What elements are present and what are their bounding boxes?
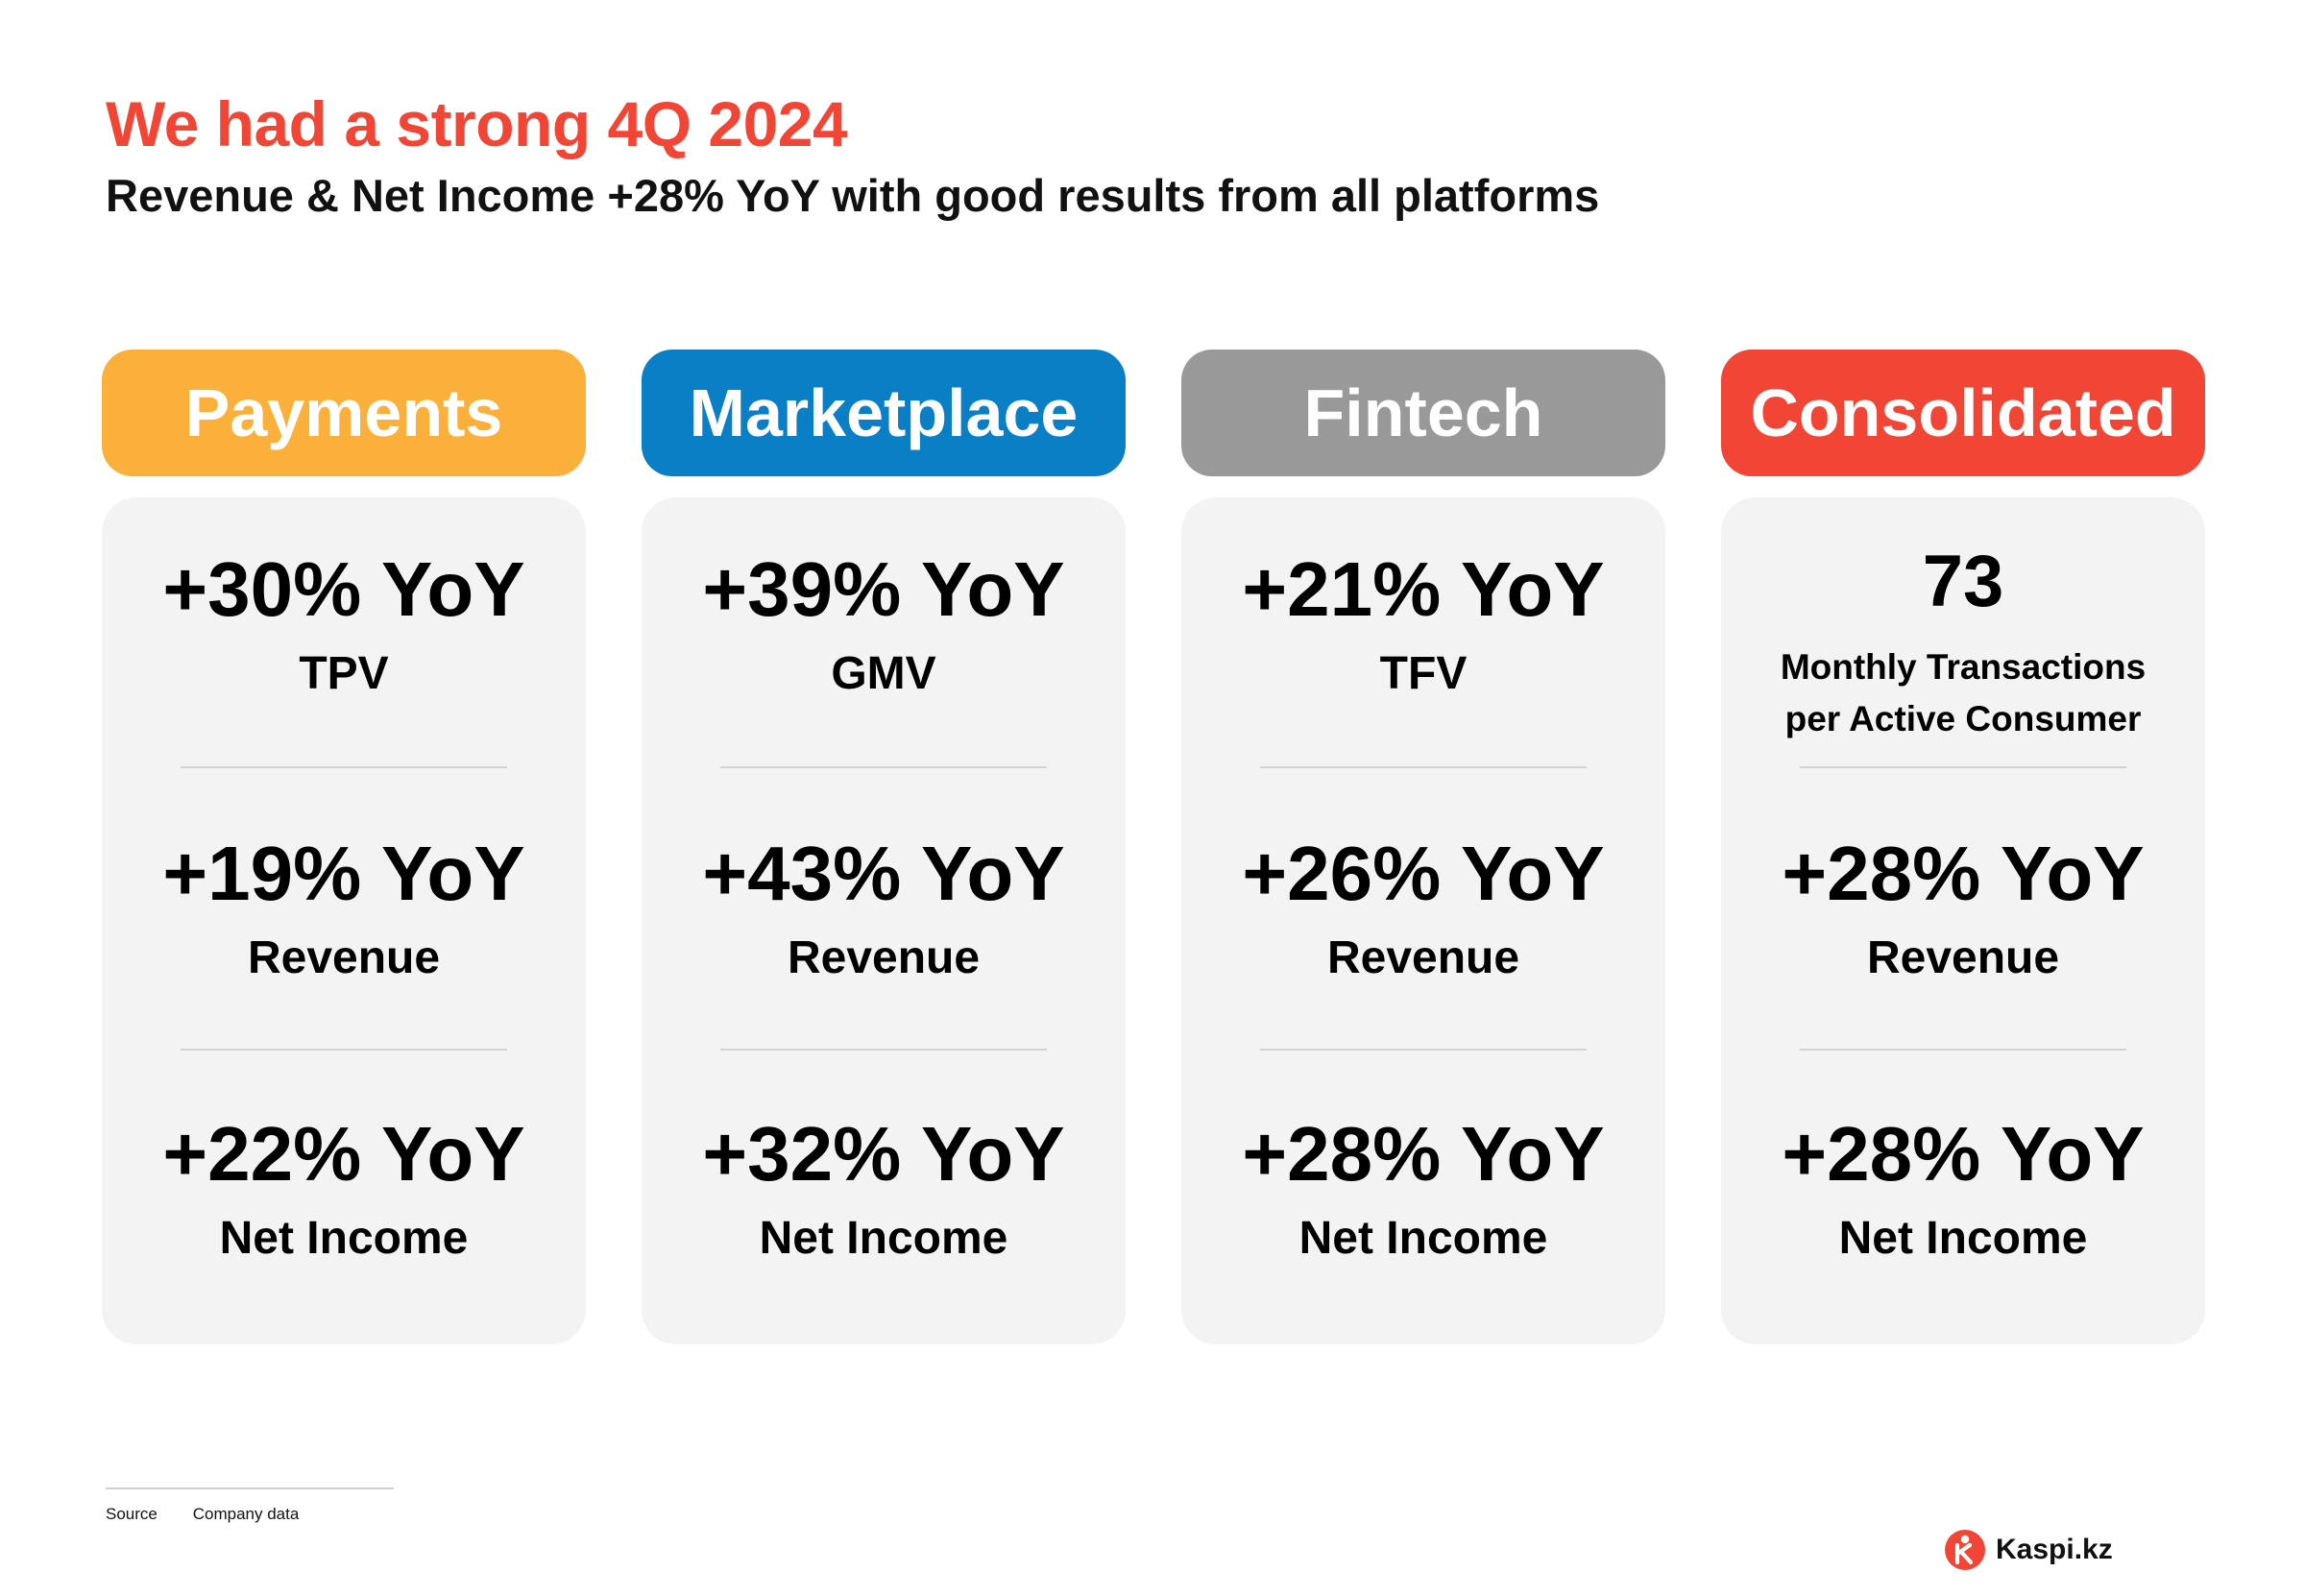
metric-label: Monthly Transactions per Active Consumer (1721, 641, 2205, 745)
page-title: We had a strong 4Q 2024 (106, 88, 848, 159)
divider (1800, 1049, 2126, 1051)
metric-label: GMV (831, 648, 936, 699)
divider (181, 766, 507, 768)
column-fintech: Fintech +21% YoY TFV +26% YoY Revenue +2… (1181, 350, 1665, 1344)
metric-label-line: Monthly Transactions (1780, 647, 2147, 687)
column-payments: Payments +30% YoY TPV +19% YoY Revenue +… (102, 350, 586, 1344)
metric-revenue: +43% YoY Revenue (642, 835, 1126, 984)
metric-tpv: +30% YoY TPV (102, 551, 586, 700)
metric-label: Net Income (1838, 1213, 2088, 1264)
kaspi-logo-icon (1945, 1530, 1985, 1570)
column-card-marketplace: +39% YoY GMV +43% YoY Revenue +32% YoY N… (642, 497, 1126, 1344)
metric-value: +43% YoY (702, 831, 1065, 916)
metric-value: +19% YoY (162, 831, 525, 916)
divider (1800, 766, 2126, 768)
source-label: Source (106, 1505, 158, 1523)
column-consolidated: Consolidated 73 Monthly Transactions per… (1721, 350, 2205, 1344)
metric-label: Revenue (247, 932, 441, 983)
metric-net-income: +22% YoY Net Income (102, 1116, 586, 1265)
column-card-fintech: +21% YoY TFV +26% YoY Revenue +28% YoY N… (1181, 497, 1665, 1344)
metric-gmv: +39% YoY GMV (642, 551, 1126, 700)
metric-revenue: +26% YoY Revenue (1181, 835, 1665, 984)
column-card-consolidated: 73 Monthly Transactions per Active Consu… (1721, 497, 2205, 1344)
metric-value: +39% YoY (702, 546, 1065, 632)
divider (720, 766, 1047, 768)
divider (720, 1049, 1047, 1051)
source-text: Company data (192, 1505, 300, 1523)
column-header-fintech: Fintech (1181, 350, 1665, 476)
metric-value: +28% YoY (1782, 1111, 2145, 1197)
metric-label: TFV (1379, 648, 1468, 699)
kaspi-logo: Kaspi.kz (1944, 1529, 2113, 1571)
metric-value: +21% YoY (1242, 546, 1605, 632)
column-header-payments: Payments (102, 350, 586, 476)
metric-monthly-transactions: 73 Monthly Transactions per Active Consu… (1721, 545, 2205, 745)
metric-tfv: +21% YoY TFV (1181, 551, 1665, 700)
logo-text: Kaspi.kz (1996, 1534, 2113, 1565)
metric-label: Revenue (1326, 932, 1520, 983)
metric-value: +28% YoY (1782, 831, 2145, 916)
metric-revenue: +28% YoY Revenue (1721, 835, 2205, 984)
metric-value: +26% YoY (1242, 831, 1605, 916)
metric-label: Net Income (219, 1213, 469, 1264)
divider (1260, 1049, 1587, 1051)
column-card-payments: +30% YoY TPV +19% YoY Revenue +22% YoY N… (102, 497, 586, 1344)
source-note: Source Company data (106, 1505, 299, 1524)
metric-label: Net Income (1298, 1213, 1548, 1264)
metric-value: +28% YoY (1242, 1111, 1605, 1197)
column-header-consolidated: Consolidated (1721, 350, 2205, 476)
metric-value: +22% YoY (162, 1111, 525, 1197)
metric-label: Revenue (787, 932, 981, 983)
metric-label: Revenue (1866, 932, 2060, 983)
column-header-marketplace: Marketplace (642, 350, 1126, 476)
page-subtitle: Revenue & Net Income +28% YoY with good … (106, 170, 1600, 221)
metric-revenue: +19% YoY Revenue (102, 835, 586, 984)
divider (1260, 766, 1587, 768)
metric-label-line: per Active Consumer (1784, 699, 2142, 738)
metric-label: Net Income (759, 1213, 1008, 1264)
column-marketplace: Marketplace +39% YoY GMV +43% YoY Revenu… (642, 350, 1126, 1344)
metric-label: TPV (299, 648, 389, 699)
source-divider (106, 1487, 394, 1489)
metric-net-income: +28% YoY Net Income (1721, 1116, 2205, 1265)
metric-value: 73 (1922, 541, 2004, 622)
metric-net-income: +32% YoY Net Income (642, 1116, 1126, 1265)
metric-value: +30% YoY (162, 546, 525, 632)
divider (181, 1049, 507, 1051)
metric-net-income: +28% YoY Net Income (1181, 1116, 1665, 1265)
metric-value: +32% YoY (702, 1111, 1065, 1197)
